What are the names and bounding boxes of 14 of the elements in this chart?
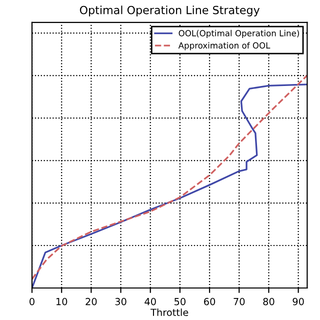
x-tick-label: 20 [86,298,97,306]
x-tick-label: 50 [174,298,186,306]
x-tick-label: 30 [115,298,126,306]
legend-label: Approximation of OOL [178,42,270,50]
x-tick-label: 80 [263,298,274,306]
x-axis-title: Throttle [150,308,188,316]
x-tick-label: 60 [204,298,216,306]
legend-label: OOL(Optimal Operation Line) [178,30,299,38]
x-tick-label: 90 [292,298,304,306]
x-tick-label: 40 [144,298,156,306]
chart-title: Optimal Operation Line Strategy [80,6,260,16]
x-tick-label: 0 [30,298,34,306]
x-tick-label: 70 [234,298,245,306]
x-tick-label: 10 [56,298,68,306]
